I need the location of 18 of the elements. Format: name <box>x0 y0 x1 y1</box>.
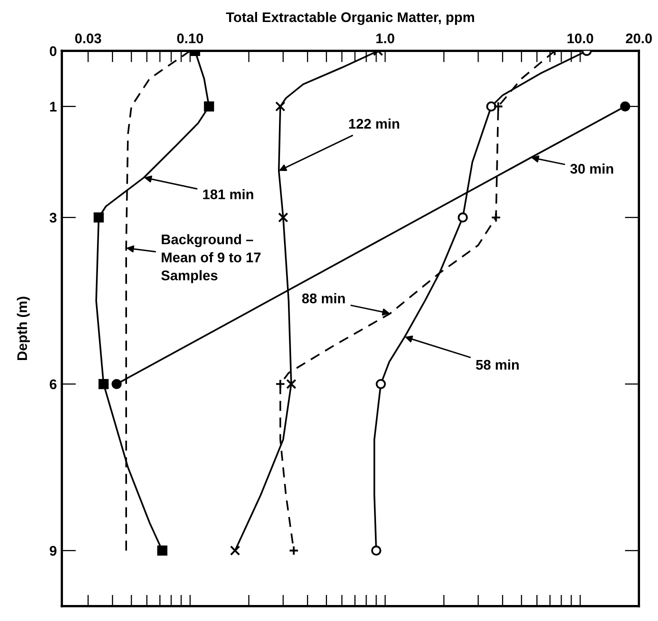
x-tick-label: 10.0 <box>568 33 594 44</box>
x-tick-label: 20.0 <box>626 33 652 44</box>
y-tick-label: 1 <box>50 102 57 112</box>
annotation: 30 min <box>570 164 614 174</box>
y-axis-title: Depth (m) <box>16 296 30 360</box>
annotation: 88 min <box>302 293 345 304</box>
annotation: 181 min <box>203 189 254 200</box>
annotation: Background – Mean of 9 to 17 Samples <box>161 234 261 284</box>
y-tick-label: 6 <box>50 379 56 390</box>
x-tick-label: 0.03 <box>75 33 102 44</box>
y-tick-label: 9 <box>50 546 56 556</box>
y-tick-label: 0 <box>50 46 56 56</box>
annotation: 122 min <box>349 118 400 129</box>
x-tick-label: 0.10 <box>177 33 204 44</box>
y-tick-label: 3 <box>50 212 56 223</box>
x-axis-title: Total Extractable Organic Matter, ppm <box>226 12 474 25</box>
annotation: 58 min <box>476 360 519 370</box>
x-tick-label: 1.0 <box>376 33 394 44</box>
